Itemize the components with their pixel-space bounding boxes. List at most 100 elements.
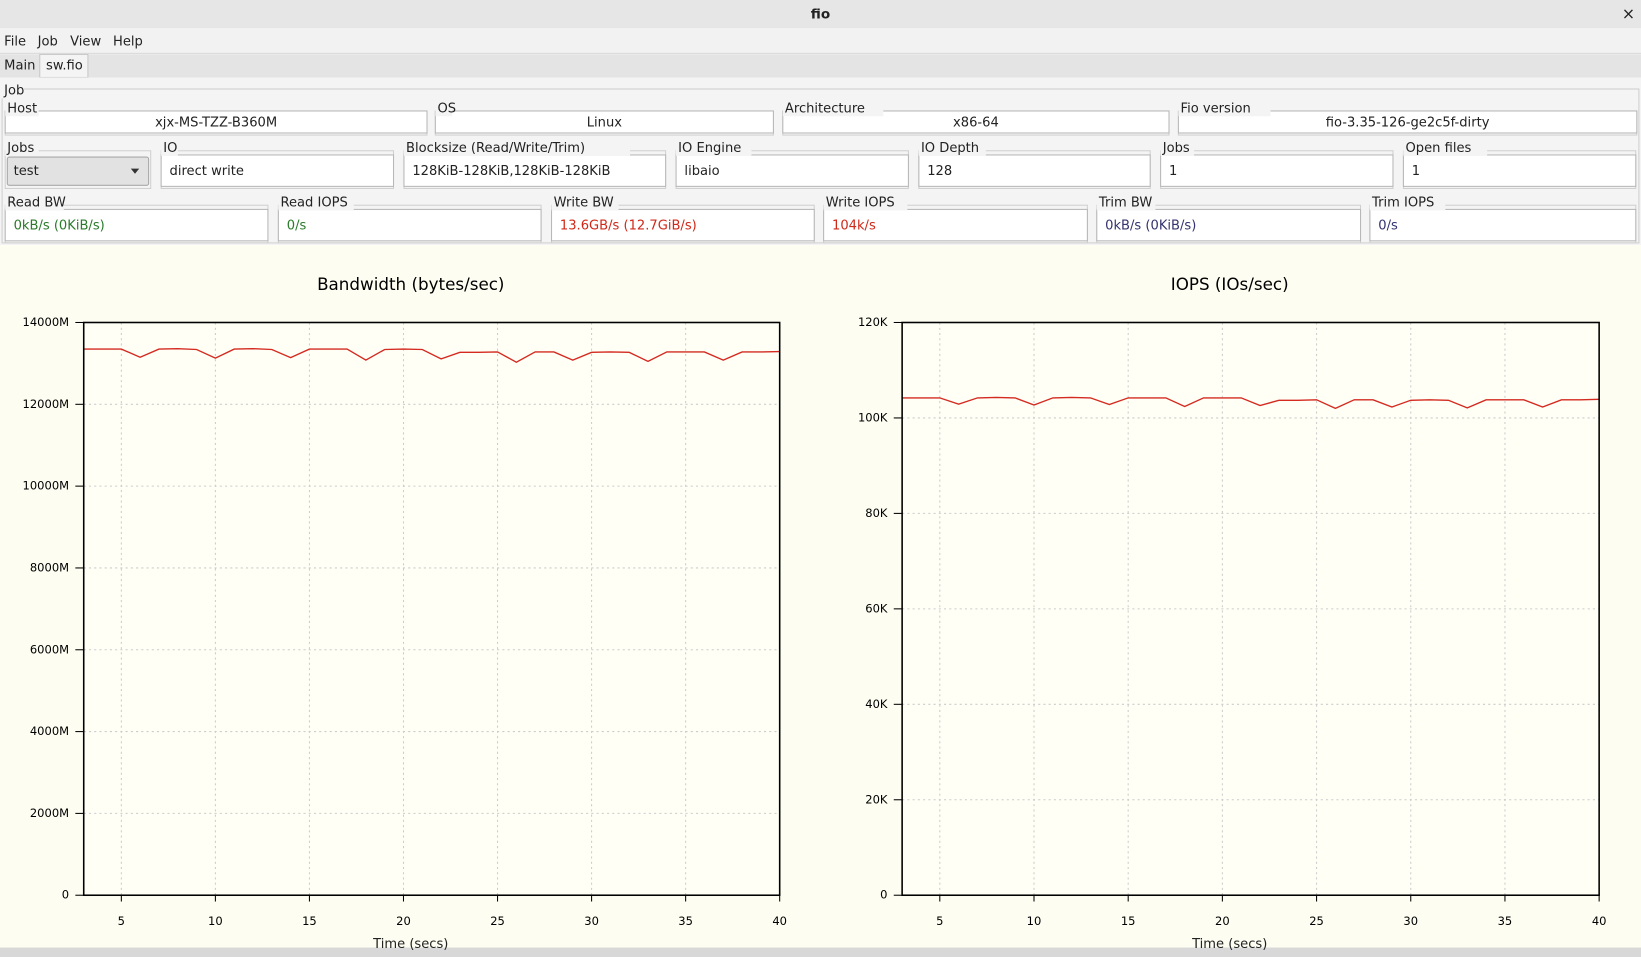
field-box — [551, 208, 815, 242]
field-box — [277, 208, 542, 242]
field-value: 0/s — [287, 219, 307, 234]
field-value: x86-64 — [953, 116, 999, 131]
tab[interactable]: Main — [4, 58, 35, 73]
field-label: Read IOPS — [280, 196, 347, 211]
x-tick-label: 15 — [302, 914, 317, 928]
x-tick-label: 5 — [936, 914, 943, 928]
job-frame — [1, 88, 1640, 244]
x-tick-label: 25 — [1309, 914, 1324, 928]
field-value: 104k/s — [832, 219, 876, 234]
y-tick-label: 6000M — [30, 642, 69, 656]
close-button[interactable]: × — [1622, 4, 1635, 23]
field-box — [4, 208, 269, 242]
field-label: Blocksize (Read/Write/Trim) — [406, 141, 585, 156]
x-tick-label: 20 — [396, 914, 411, 928]
field-box — [1369, 208, 1637, 242]
y-tick-label: 40K — [865, 697, 888, 711]
y-tick-label: 80K — [865, 506, 888, 520]
field-value: 0kB/s (0KiB/s) — [14, 219, 105, 234]
field-label-bg — [1160, 141, 1195, 157]
field-value: 128KiB-128KiB,128KiB-128KiB — [412, 164, 610, 179]
field-label: Jobs — [6, 141, 34, 156]
field-box — [782, 110, 1170, 134]
job-label: Job — [3, 84, 24, 99]
x-tick-label: 35 — [1498, 914, 1513, 928]
y-tick-label: 8000M — [30, 560, 69, 574]
field-label: IO — [163, 141, 177, 156]
title-bar — [0, 0, 1641, 29]
field-label-bg — [676, 141, 752, 157]
y-tick-label: 120K — [858, 315, 888, 329]
field-label-bg — [161, 141, 178, 157]
menu-item[interactable]: File — [4, 34, 26, 49]
field-box — [434, 110, 774, 134]
x-axis-label: Time (secs) — [1191, 937, 1267, 952]
field-label-bg — [278, 195, 354, 211]
y-tick-label: 2000M — [30, 806, 69, 820]
field-box — [675, 154, 909, 187]
y-tick-label: 10000M — [23, 479, 70, 493]
menu-item[interactable]: Help — [113, 34, 143, 49]
field-value: libaio — [684, 164, 719, 179]
field-label: Architecture — [785, 101, 865, 116]
x-tick-label: 5 — [118, 914, 125, 928]
x-tick-label: 35 — [678, 914, 693, 928]
x-axis-label: Time (secs) — [372, 937, 448, 952]
plot-frame — [901, 321, 1600, 897]
field-label-bg — [1096, 195, 1156, 211]
x-tick-label: 30 — [584, 914, 599, 928]
field-label: Host — [7, 101, 37, 116]
x-tick-label: 10 — [208, 914, 223, 928]
field-value: 13.6GB/s (12.7GiB/s) — [560, 219, 697, 234]
field-box — [1177, 110, 1638, 134]
field-label-bg — [1178, 101, 1271, 117]
field-value: direct write — [170, 164, 244, 179]
field-label-bg — [823, 195, 908, 211]
field-box — [1402, 154, 1637, 187]
field-label-bg — [1403, 141, 1488, 157]
field-label-bg — [403, 141, 631, 157]
combo-arrow — [130, 168, 140, 174]
field-value: test — [14, 164, 39, 179]
field-label: IO Engine — [678, 141, 741, 156]
menu-item[interactable]: Job — [37, 34, 58, 49]
data-line — [83, 347, 780, 363]
field-box — [823, 208, 1088, 242]
field-label: IO Depth — [921, 141, 979, 156]
field-label: Write BW — [554, 196, 614, 211]
field-label-bg — [5, 141, 39, 157]
tab[interactable]: sw.fio — [46, 58, 83, 73]
field-label-bg — [1369, 195, 1446, 211]
menu-item[interactable]: View — [70, 34, 101, 49]
field-label: Fio version — [1181, 101, 1251, 116]
field-label: Read BW — [7, 196, 66, 211]
field-value: Linux — [587, 116, 622, 131]
field-box — [918, 154, 1151, 187]
plot-frame — [82, 321, 781, 897]
field-label: Trim BW — [1098, 196, 1152, 211]
field-label: Jobs — [1162, 141, 1190, 156]
x-tick-label: 20 — [1215, 914, 1230, 928]
field-frame — [4, 150, 152, 189]
chart-title: IOPS (IOs/sec) — [1171, 274, 1289, 294]
field-label: Write IOPS — [826, 196, 895, 211]
field-label-bg — [435, 101, 453, 117]
x-tick-label: 15 — [1121, 914, 1136, 928]
field-box — [403, 154, 667, 187]
field-value: 0/s — [1378, 219, 1398, 234]
y-tick-label: 4000M — [30, 724, 69, 738]
field-label: OS — [437, 101, 456, 116]
y-tick-label: 14000M — [23, 315, 70, 329]
scrollbar — [0, 947, 1641, 957]
field-label-bg — [5, 101, 39, 117]
combobox[interactable] — [6, 156, 150, 186]
plot-bg — [83, 322, 780, 896]
chart-title: Bandwidth (bytes/sec) — [317, 274, 504, 294]
y-tick-label: 20K — [865, 792, 888, 806]
field-label-bg — [782, 101, 884, 117]
field-value: 0kB/s (0KiB/s) — [1105, 219, 1196, 234]
field-label-bg — [551, 195, 619, 211]
field-label-bg — [5, 195, 64, 211]
